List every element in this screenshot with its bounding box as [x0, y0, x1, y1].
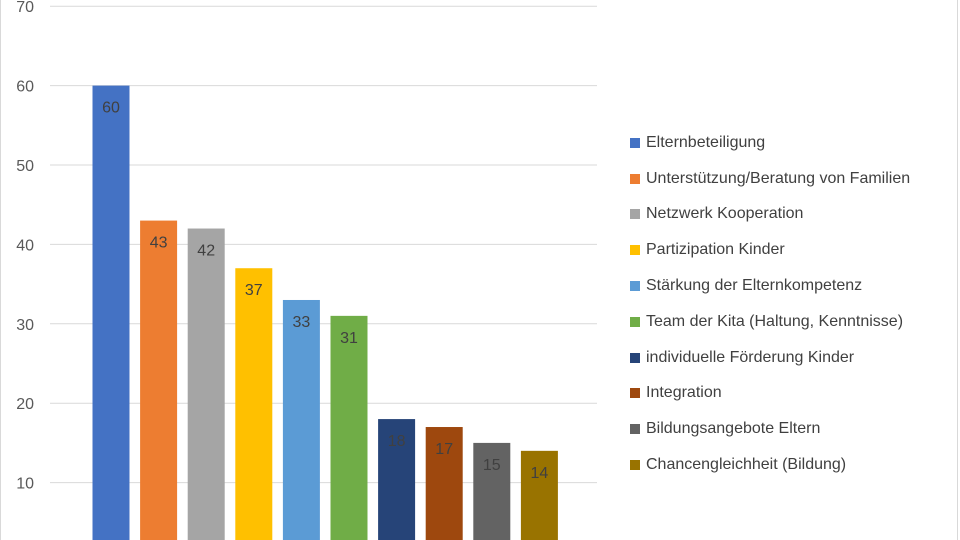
legend-item: Bildungsangebote Eltern — [630, 411, 910, 447]
y-tick-label: 20 — [16, 396, 34, 413]
legend-item: Netzwerk Kooperation — [630, 197, 910, 233]
legend-label: individuelle Förderung Kinder — [646, 348, 855, 366]
data-label: 60 — [102, 100, 120, 117]
legend-item: Integration — [630, 376, 910, 412]
legend-item: Team der Kita (Haltung, Kenntnisse) — [630, 304, 910, 340]
legend-label: Stärkung der Elternkompetenz — [646, 277, 863, 295]
bars — [92, 85, 558, 540]
gridlines — [50, 5, 597, 484]
y-tick-label: 70 — [16, 0, 34, 16]
bar — [235, 268, 273, 540]
y-axis: 10 20 30 40 50 60 70 — [16, 0, 34, 493]
legend-label: Netzwerk Kooperation — [646, 205, 804, 223]
bar — [282, 299, 320, 540]
data-label: 15 — [483, 457, 501, 474]
legend-swatch — [630, 173, 640, 184]
bar — [473, 442, 511, 540]
bar — [425, 427, 463, 540]
legend-label: Partizipation Kinder — [646, 241, 785, 259]
y-tick-label: 30 — [16, 317, 34, 334]
legend-swatch — [630, 316, 640, 327]
bar — [378, 419, 416, 540]
y-tick-label: 60 — [16, 79, 34, 96]
data-label: 37 — [245, 282, 263, 299]
legend-swatch — [630, 388, 640, 399]
legend-item: Elternbeteiligung — [630, 125, 910, 161]
legend-label: Chancengleichheit (Bildung) — [646, 456, 847, 474]
data-label: 18 — [388, 433, 406, 450]
bar — [140, 220, 178, 540]
y-tick-label: 50 — [16, 158, 34, 175]
legend-label: Bildungsangebote Eltern — [646, 420, 821, 438]
legend-swatch — [630, 424, 640, 435]
data-label: 33 — [293, 314, 311, 331]
legend-swatch — [630, 460, 640, 471]
data-label: 14 — [531, 465, 549, 482]
data-label: 42 — [197, 243, 215, 260]
legend-swatch — [630, 245, 640, 256]
data-labels: 60 43 42 37 33 31 18 17 15 14 — [102, 100, 548, 482]
legend: Elternbeteiligung Unterstützung/Beratung … — [630, 125, 910, 483]
legend-swatch — [630, 352, 640, 363]
y-tick-label: 10 — [16, 476, 34, 493]
legend-swatch — [630, 209, 640, 220]
bar — [187, 228, 225, 540]
y-tick-label: 40 — [16, 237, 34, 254]
legend-label: Team der Kita (Haltung, Kenntnisse) — [646, 312, 904, 330]
legend-label: Unterstützung/Beratung von Familien — [646, 169, 911, 187]
legend-label: Integration — [646, 384, 722, 402]
legend-label: Elternbeteiligung — [646, 133, 766, 151]
legend-swatch — [630, 137, 640, 148]
legend-item: Stärkung der Elternkompetenz — [630, 268, 910, 304]
legend-item: individuelle Förderung Kinder — [630, 340, 910, 376]
data-label: 31 — [340, 330, 358, 347]
legend-item: Partizipation Kinder — [630, 232, 910, 268]
bar — [520, 450, 558, 540]
legend-item: Unterstützung/Beratung von Familien — [630, 161, 910, 197]
legend-item: Chancengleichheit (Bildung) — [630, 447, 910, 483]
legend-swatch — [630, 281, 640, 292]
bar — [330, 315, 368, 540]
bar — [92, 85, 130, 540]
data-label: 17 — [435, 441, 453, 458]
data-label: 43 — [150, 235, 168, 252]
